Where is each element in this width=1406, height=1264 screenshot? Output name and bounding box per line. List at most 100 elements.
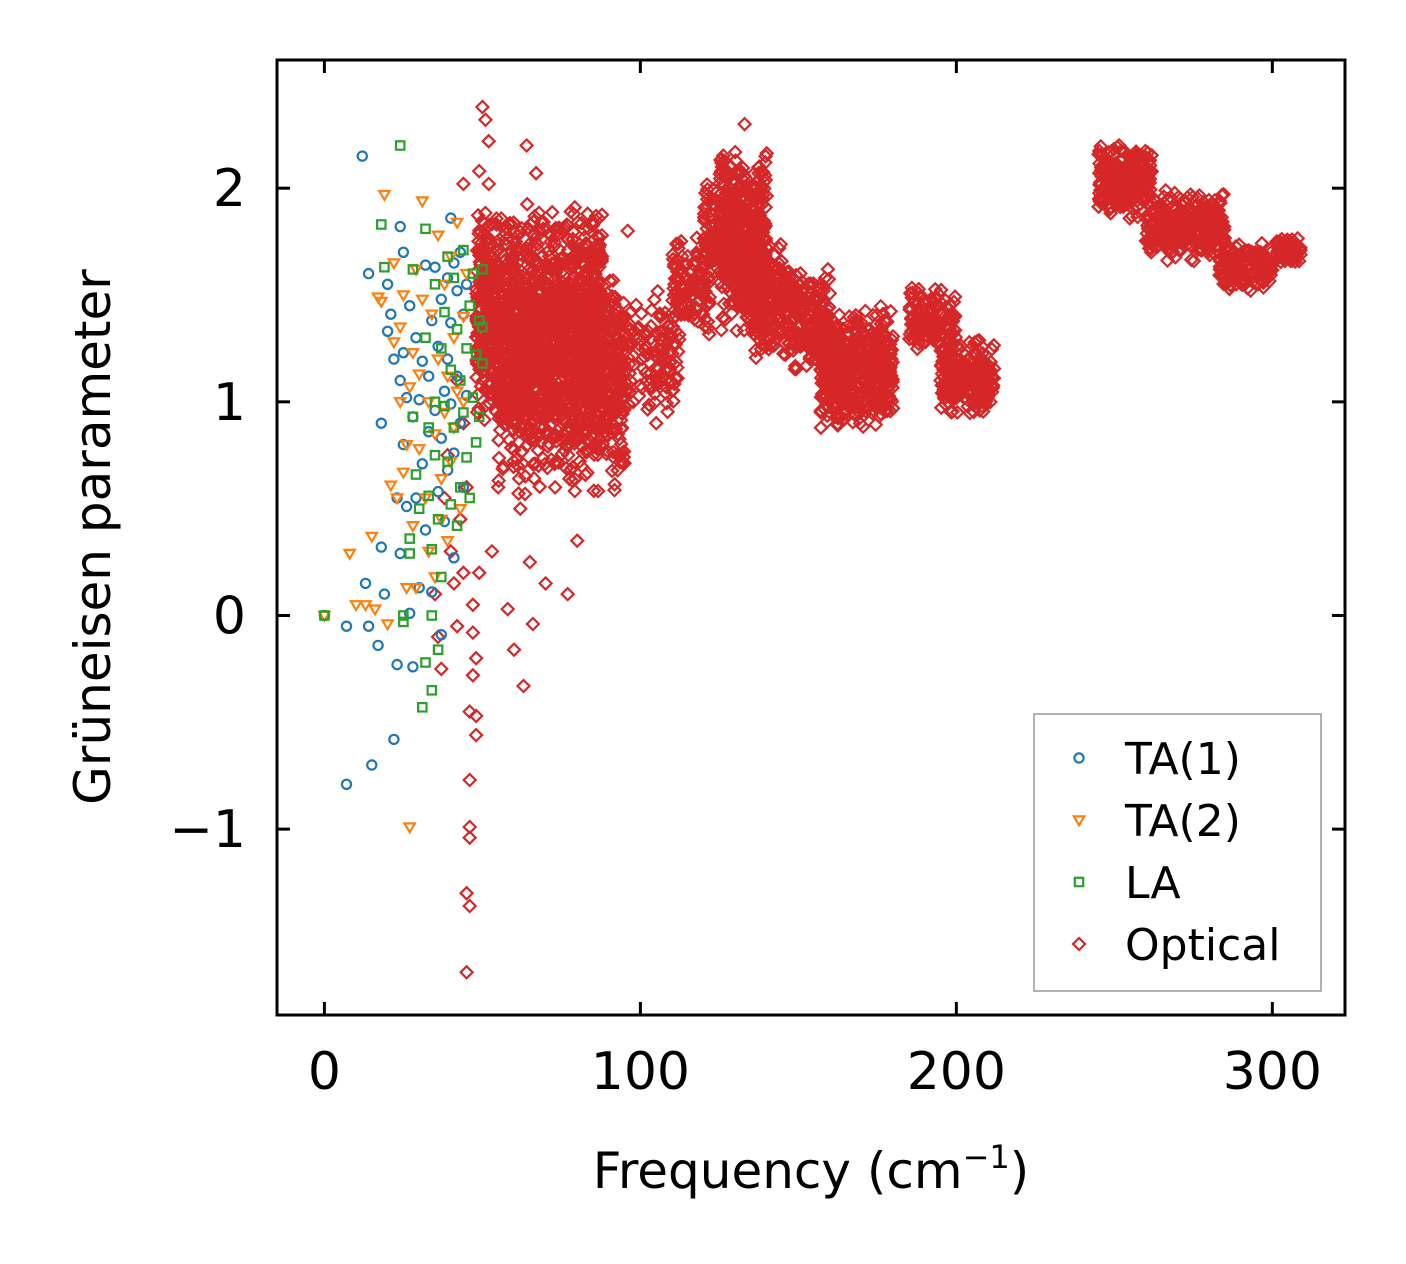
data-point — [906, 327, 922, 344]
data-point — [1193, 240, 1209, 256]
data-point — [1190, 235, 1206, 251]
data-point — [822, 285, 838, 301]
data-point — [512, 501, 528, 517]
data-point — [975, 358, 991, 374]
data-point — [671, 331, 687, 348]
data-point — [713, 322, 729, 338]
data-point — [494, 412, 510, 428]
data-point — [1180, 210, 1196, 226]
series-optical — [427, 99, 1309, 980]
data-point — [959, 370, 975, 386]
data-point — [598, 375, 614, 391]
data-point — [608, 349, 624, 365]
data-point — [569, 533, 585, 549]
data-point — [1185, 233, 1201, 249]
data-point — [407, 661, 419, 673]
data-point — [491, 450, 507, 466]
data-point — [770, 306, 786, 322]
data-point — [430, 629, 446, 645]
data-point — [375, 417, 387, 429]
data-point — [499, 404, 515, 420]
data-point — [824, 371, 840, 387]
data-point — [499, 306, 515, 322]
data-point — [673, 233, 689, 249]
data-point — [855, 351, 871, 367]
data-point — [701, 296, 717, 312]
data-point — [616, 366, 632, 383]
data-point — [773, 294, 789, 310]
data-point — [949, 338, 965, 354]
data-point — [580, 379, 596, 395]
data-point — [1159, 207, 1175, 223]
data-point — [690, 266, 706, 283]
data-point — [622, 305, 638, 321]
data-point — [1284, 232, 1300, 248]
data-point — [1263, 267, 1279, 283]
data-point — [633, 305, 649, 322]
data-point — [1116, 167, 1132, 183]
data-point — [511, 471, 527, 487]
data-point — [911, 281, 927, 297]
data-point — [495, 461, 511, 477]
data-point — [1121, 155, 1137, 171]
data-point — [1243, 283, 1259, 299]
data-point — [375, 541, 387, 553]
data-point — [662, 362, 678, 378]
data-point — [806, 300, 822, 316]
data-point — [813, 280, 829, 296]
data-point — [533, 284, 549, 300]
data-point — [1202, 216, 1218, 232]
data-point — [1175, 228, 1191, 244]
data-point — [534, 292, 550, 308]
data-point — [1204, 204, 1220, 220]
data-point — [763, 303, 779, 320]
data-point — [834, 365, 850, 381]
data-point — [556, 379, 573, 395]
data-point — [666, 376, 682, 392]
data-point — [773, 321, 789, 337]
data-point — [1094, 146, 1110, 162]
data-point — [751, 194, 768, 210]
data-point — [696, 206, 712, 222]
data-point — [416, 458, 428, 470]
data-point — [342, 548, 357, 561]
data-point — [505, 232, 521, 248]
data-point — [943, 376, 959, 392]
data-point — [761, 264, 777, 280]
data-point — [605, 272, 621, 288]
data-point — [612, 349, 629, 365]
data-point — [471, 565, 487, 581]
data-point — [753, 164, 769, 180]
data-point — [983, 369, 1000, 385]
data-point — [660, 327, 676, 343]
data-point — [545, 379, 561, 395]
data-point — [806, 297, 822, 313]
data-point — [475, 372, 491, 389]
data-point — [1105, 147, 1122, 163]
data-point — [477, 215, 493, 232]
data-point — [494, 324, 510, 340]
data-point — [476, 288, 492, 304]
data-point — [358, 600, 373, 613]
data-point — [509, 295, 525, 312]
data-point — [451, 285, 463, 297]
data-point — [747, 244, 763, 260]
data-point — [787, 296, 803, 312]
data-point — [589, 275, 605, 291]
data-point — [787, 358, 803, 374]
data-point — [879, 314, 895, 330]
data-point — [601, 346, 617, 362]
data-point — [833, 340, 849, 356]
data-point — [356, 150, 368, 162]
data-point — [590, 483, 606, 499]
data-point — [1175, 193, 1191, 209]
data-point — [947, 289, 963, 305]
data-point — [516, 374, 532, 390]
data-point — [853, 402, 869, 418]
data-point — [728, 153, 744, 169]
data-point — [947, 322, 963, 338]
data-point — [1227, 268, 1243, 284]
data-point — [620, 223, 636, 239]
data-point — [525, 396, 541, 412]
